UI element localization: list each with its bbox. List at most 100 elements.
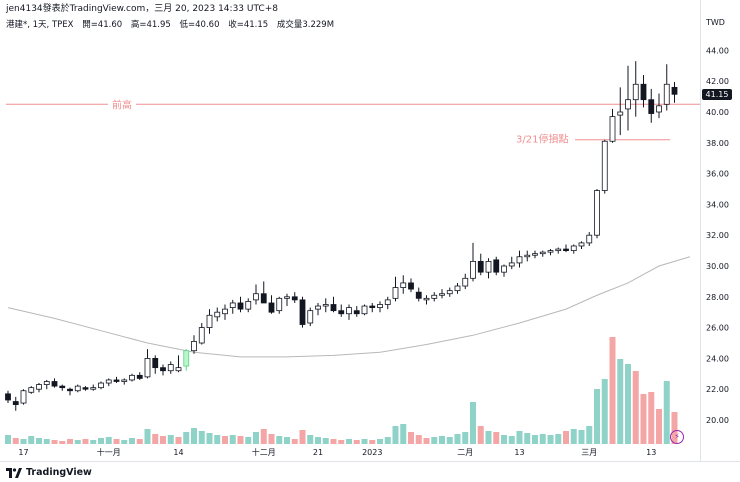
tradingview-logo[interactable]: TradingView (6, 467, 92, 478)
price-tick-label: 30.00 (706, 262, 729, 271)
volume-bar (222, 436, 228, 444)
stop-loss-label: 3/21停損點 (516, 133, 568, 146)
candle-body (183, 350, 190, 367)
candle-body (493, 259, 500, 273)
volume-bar (82, 439, 89, 444)
volume-bar (136, 439, 143, 444)
candle-body (539, 251, 546, 255)
candle-body (121, 379, 128, 382)
volume-bar (601, 379, 608, 444)
candle-body (59, 385, 66, 389)
volume-bar (90, 440, 97, 444)
price-tick-label: 38.00 (706, 139, 729, 148)
volume-bar (98, 438, 104, 444)
candle-body (129, 374, 135, 381)
publisher-line: jen4134發表於TradingView.com，三月 20, 2023 14… (6, 4, 278, 14)
volume-bar (648, 392, 655, 444)
volume-bar (113, 439, 120, 444)
volume-bar (415, 435, 422, 444)
volume-bar (229, 435, 236, 444)
candle-body (470, 260, 476, 279)
price-tick-label: 40.00 (706, 108, 729, 117)
candle-body (28, 387, 35, 393)
candle-body (346, 307, 352, 315)
volume-bar (330, 439, 337, 444)
candle-body (82, 387, 89, 390)
time-tick-label: 13 (646, 448, 656, 457)
symbol-label[interactable]: 港建*, 1天, TPEX (6, 20, 74, 30)
candle-body (377, 304, 383, 308)
volume-bar (191, 428, 197, 444)
resistance-label-bg (108, 97, 136, 112)
volume-bar (508, 436, 515, 444)
price-tick-label: 28.00 (706, 293, 729, 302)
candle-body (315, 305, 321, 310)
candle-body (20, 390, 27, 404)
price-tick-label: 34.00 (706, 200, 729, 209)
candle-body (268, 302, 275, 313)
ohlc-line: 港建*, 1天, TPEX 開=41.60 高=41.95 低=40.60 收=… (6, 19, 340, 31)
candle-body (98, 382, 104, 389)
volume-bar (121, 440, 128, 444)
candle-body (570, 245, 577, 251)
volume-bar (20, 439, 27, 444)
time-tick-label: 三月 (581, 448, 597, 457)
volume-bar (214, 435, 221, 444)
candle-body (237, 302, 244, 310)
candle-body (152, 357, 159, 369)
volume-bar (493, 432, 500, 444)
candle-body (446, 290, 453, 295)
candle-body (423, 297, 430, 301)
candle-body (322, 304, 329, 307)
volume-bar (129, 438, 135, 444)
volume-bar (59, 441, 66, 444)
price-tick-label: 22.00 (706, 385, 729, 394)
volume-bar (144, 429, 151, 444)
volume-bar (74, 440, 81, 444)
volume-bar (462, 432, 469, 444)
price-tick-label: 36.00 (706, 170, 729, 179)
volume-bar (470, 402, 476, 444)
volume-bar (299, 430, 306, 444)
volume-bar (632, 371, 639, 444)
candle-body (454, 285, 461, 292)
candle-body (392, 287, 399, 299)
time-tick-label: 21 (313, 448, 323, 457)
volume-bar (36, 438, 42, 444)
candle-body (105, 379, 112, 384)
volume-bar (477, 426, 484, 444)
volume-bar (67, 439, 73, 444)
volume-bar (408, 432, 414, 444)
candle-body (563, 248, 569, 251)
brand-name: TradingView (26, 467, 92, 478)
moving-average-line (7, 256, 691, 358)
candle-body (160, 367, 166, 372)
candle-body (353, 310, 360, 315)
candle-body (586, 234, 593, 244)
volume-bar (152, 434, 159, 444)
open-value: 開=41.60 (82, 20, 123, 30)
volume-bar (198, 431, 205, 444)
volume-bar (609, 337, 616, 444)
candle-body (555, 248, 562, 251)
candle-body (67, 388, 73, 392)
candle-body (462, 277, 469, 287)
candle-body (43, 381, 50, 385)
price-tick-label: 44.00 (706, 46, 729, 55)
volume-bar (400, 424, 407, 444)
lightning-icon[interactable]: ⚡ (670, 430, 684, 444)
volume-bar (322, 438, 329, 444)
candle-body (508, 262, 515, 267)
candle-body (609, 116, 616, 142)
volume-bar (547, 435, 554, 444)
candle-body (408, 282, 414, 290)
volume-bar (377, 439, 383, 444)
candle-body (5, 393, 11, 401)
volume-bar (284, 437, 290, 444)
volume-bar (175, 437, 182, 444)
volume-bar (105, 437, 112, 444)
candle-body (206, 314, 213, 328)
candle-body (90, 387, 97, 390)
price-axis-border (700, 0, 701, 462)
